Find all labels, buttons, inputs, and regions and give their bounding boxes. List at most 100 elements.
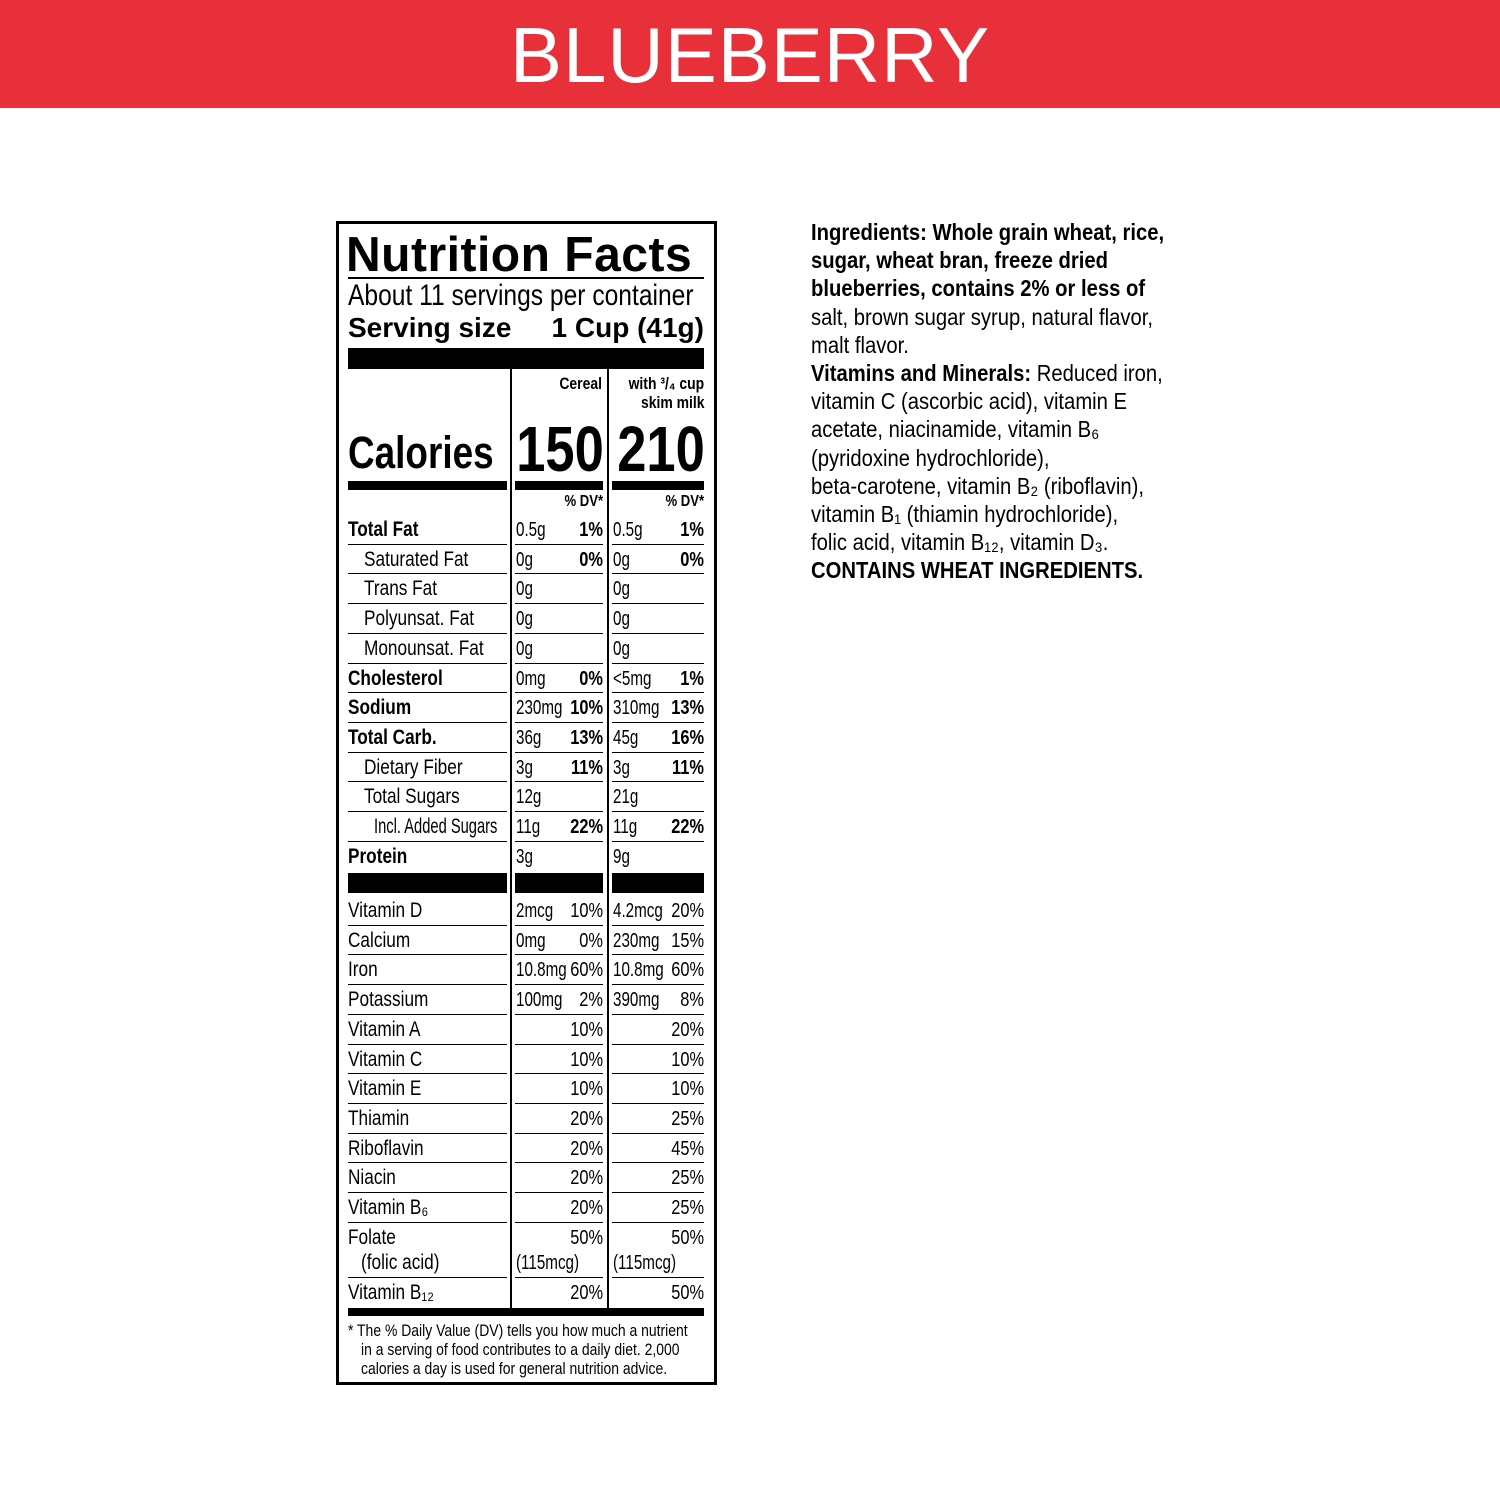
ingredients-line: Vitamins and Minerals: Reduced iron, (811, 359, 1163, 387)
cereal-amount: 0g (516, 578, 533, 601)
ingredients-text: beta-carotene, vitamin B₂ (riboflavin), (811, 472, 1144, 499)
row-divider (612, 1192, 704, 1193)
milk-dv: 1% (680, 667, 704, 690)
row-divider (612, 924, 704, 926)
nutrient-label: Folate (348, 1225, 396, 1249)
cereal-dv: 20% (570, 1281, 603, 1304)
cereal-amount: 100mg (516, 989, 563, 1012)
cereal-dv: 20% (570, 1167, 603, 1190)
milk-amount: 11g (613, 816, 638, 838)
row-divider (348, 924, 507, 926)
milk-dv: 25% (671, 1107, 704, 1130)
thick-divider (348, 1308, 704, 1316)
ingredients-line: malt flavor. (811, 331, 909, 359)
footnote-line: in a serving of food contributes to a da… (361, 1340, 680, 1359)
milk-amount: 230mg (613, 929, 660, 952)
milk-dv: 1% (680, 519, 704, 541)
row-divider (612, 1073, 704, 1075)
nutrition-facts-panel (336, 221, 717, 1385)
milk-amount: 0g (613, 608, 630, 631)
milk-dv: 50% (671, 1281, 704, 1304)
cereal-amount: 0mg (516, 667, 546, 690)
row-divider (515, 1162, 603, 1164)
nutrient-label: Polyunsat. Fat (364, 607, 475, 631)
row-divider (515, 1192, 603, 1193)
ingredients-line: CONTAINS WHEAT INGREDIENTS. (811, 556, 1143, 584)
cereal-dv: 22% (570, 816, 603, 838)
row-divider (348, 1276, 507, 1278)
cereal-amount: 3g (516, 845, 533, 868)
column-header-milk-sub: skim milk (640, 393, 704, 412)
thick-divider (612, 481, 704, 490)
milk-dv: 15% (671, 929, 704, 952)
ingredients-bold-text: blueberries, contains 2% or less of (811, 275, 1146, 302)
row-divider (612, 811, 704, 812)
nutrient-label: Riboflavin (348, 1136, 424, 1160)
row-divider (515, 692, 603, 694)
row-divider (348, 954, 507, 956)
cereal-amount: 36g (516, 726, 542, 749)
milk-dv: 50% (671, 1226, 704, 1249)
milk-amount: 45g (613, 726, 639, 749)
cereal-dv: 10% (570, 1048, 603, 1071)
ingredients-line: acetate, niacinamide, vitamin B₆ (811, 415, 1099, 443)
ingredients-text: salt, brown sugar syrup, natural flavor, (811, 303, 1154, 330)
milk-amount: 4.2mcg (613, 900, 663, 922)
thick-divider (515, 481, 603, 490)
cereal-dv: 20% (570, 1107, 603, 1130)
cereal-dv: 0% (579, 667, 603, 690)
serving-size-label: Serving size (348, 312, 512, 343)
row-divider (612, 840, 704, 842)
milk-amount-sub: (115mcg) (613, 1251, 677, 1274)
nutrient-label-sub: (folic acid) (361, 1250, 440, 1274)
milk-dv: 20% (671, 1018, 704, 1041)
ingredients-line: beta-carotene, vitamin B₂ (riboflavin), (811, 472, 1144, 500)
milk-dv: 20% (671, 900, 704, 922)
cereal-dv: 20% (570, 1197, 603, 1219)
milk-dv: 16% (671, 726, 704, 749)
milk-amount: 9g (613, 845, 630, 868)
nutrient-label: Vitamin B₁₂ (348, 1280, 434, 1304)
milk-dv: 11% (672, 756, 704, 779)
cereal-amount-sub: (115mcg) (516, 1251, 580, 1274)
cereal-amount: 0mg (516, 929, 546, 952)
cereal-dv: 10% (570, 1078, 603, 1101)
nutrient-label: Vitamin D (348, 899, 423, 922)
row-divider (612, 1221, 704, 1223)
row-divider (515, 662, 603, 664)
row-divider (348, 1192, 507, 1193)
milk-amount: 0.5g (613, 519, 643, 541)
milk-amount: 10.8mg (613, 959, 664, 982)
row-divider (612, 751, 704, 753)
row-divider (612, 1043, 704, 1045)
row-divider (612, 721, 704, 723)
cereal-dv: 10% (570, 697, 603, 720)
row-divider (612, 1276, 704, 1278)
row-divider (612, 984, 704, 986)
milk-amount: 0g (613, 548, 630, 571)
row-divider (612, 1162, 704, 1164)
row-divider (348, 692, 507, 694)
thick-divider (612, 873, 704, 893)
row-divider (612, 1102, 704, 1104)
milk-dv: 60% (671, 959, 704, 982)
milk-dv: 10% (671, 1078, 704, 1101)
row-divider (515, 924, 603, 926)
nutrient-label: Vitamin E (348, 1077, 422, 1101)
milk-amount: 21g (613, 786, 639, 809)
row-divider (348, 632, 507, 634)
nutrient-label: Saturated Fat (364, 547, 469, 571)
ingredients-line: vitamin C (ascorbic acid), vitamin E (811, 387, 1127, 415)
nutrient-label: Total Carb. (348, 725, 437, 749)
cereal-dv: 50% (570, 1226, 603, 1249)
row-divider (612, 692, 704, 694)
column-header-milk: with ³/₄ cup (628, 374, 704, 393)
cereal-dv: 20% (570, 1137, 603, 1160)
nutrient-label: Niacin (348, 1166, 396, 1190)
milk-amount: 0g (613, 637, 630, 660)
milk-amount: 310mg (613, 697, 660, 720)
column-divider (607, 369, 609, 1309)
row-divider (515, 840, 603, 842)
ingredients-bold-text: sugar, wheat bran, freeze dried (811, 247, 1108, 274)
divider (348, 277, 704, 279)
